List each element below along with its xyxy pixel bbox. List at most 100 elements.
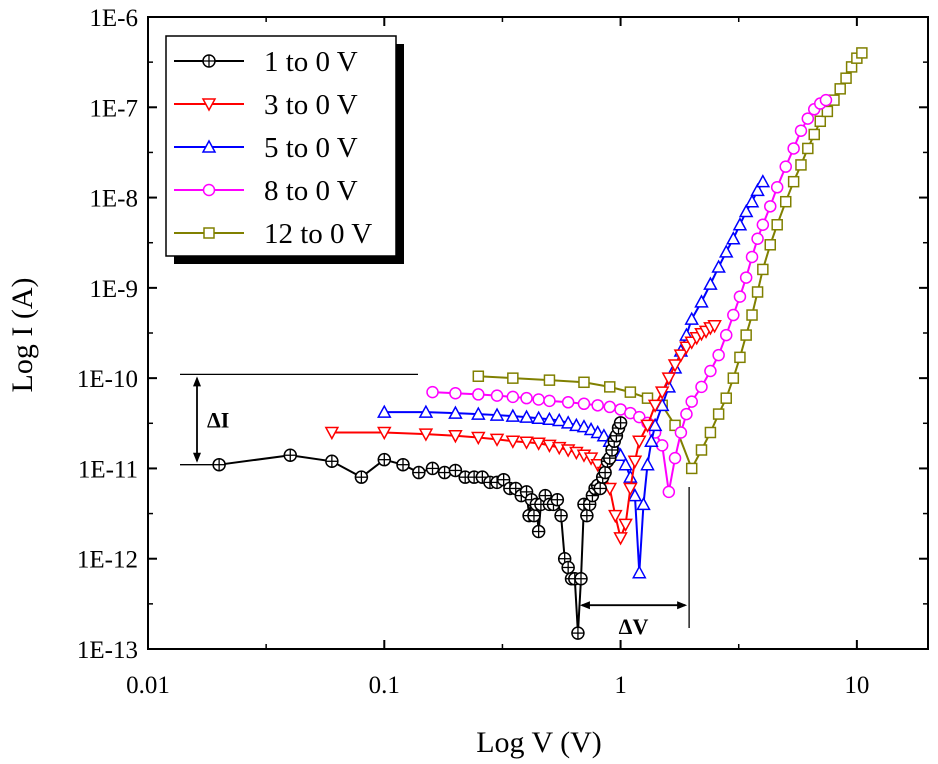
legend-item: 12 to 0 V [174, 218, 372, 250]
marker-triangle-up [489, 407, 505, 421]
data-point [418, 404, 434, 418]
data-point [471, 406, 486, 420]
marker-triangle-up [732, 217, 748, 231]
data-point [554, 508, 568, 523]
marker-circle [819, 93, 833, 107]
data-point [707, 320, 722, 334]
data-point [795, 159, 807, 171]
marker-square [764, 239, 777, 251]
data-point [593, 481, 607, 496]
marker-square [771, 219, 783, 231]
data-point [640, 457, 655, 471]
data-point [542, 439, 557, 453]
data-point [734, 351, 746, 364]
data-point [673, 349, 689, 363]
data-point [757, 263, 769, 276]
y-tick-label: 1E-6 [89, 5, 138, 32]
marker-triangle-up [618, 457, 633, 471]
legend-label: 5 to 0 V [264, 132, 358, 164]
marker-triangle-up [694, 294, 709, 308]
marker-circle [779, 160, 792, 173]
data-point [426, 385, 439, 399]
marker-circle [739, 271, 753, 284]
y-tick-label: 1E-7 [89, 95, 138, 122]
marker-triangle-up [596, 428, 612, 442]
marker-circle [561, 396, 575, 409]
marker-square [779, 195, 792, 208]
data-point [779, 160, 792, 173]
marker-square [720, 392, 732, 404]
y-tick-label: 1E-13 [77, 637, 138, 664]
data-point [647, 399, 663, 413]
data-point [623, 469, 638, 483]
marker-triangle-down [613, 532, 628, 546]
legend-item: 1 to 0 V [174, 46, 358, 78]
data-point [694, 294, 709, 308]
data-point [531, 524, 546, 539]
marker-circle [591, 399, 604, 412]
data-point [613, 532, 628, 546]
x-tick-label: 1 [614, 672, 627, 699]
marker-triangle-down [324, 426, 340, 441]
data-point [449, 387, 462, 400]
marker-triangle-down [590, 458, 605, 473]
data-point [703, 276, 718, 290]
data-point [551, 412, 567, 427]
data-point [472, 388, 485, 401]
marker-circle [770, 181, 784, 194]
data-point [596, 428, 612, 442]
data-point [819, 93, 833, 107]
marker-circle [655, 439, 669, 452]
series-12-to-0-V [472, 47, 868, 475]
data-point [623, 482, 638, 497]
data-point [532, 393, 545, 406]
y-tick-label: 1E-12 [77, 547, 138, 574]
marker-triangle-up [703, 276, 718, 290]
legend-item: 3 to 0 V [174, 89, 358, 121]
data-point [520, 391, 533, 405]
data-point [654, 386, 670, 400]
data-point [771, 219, 783, 231]
data-point [787, 142, 800, 155]
delta-v-label: ΔV [619, 614, 649, 639]
legend-marker [203, 227, 215, 239]
legend-marker [202, 183, 216, 197]
marker-square [802, 142, 814, 155]
marker-circle [506, 390, 520, 404]
data-point [471, 431, 486, 446]
marker-square [685, 462, 698, 475]
marker-triangle-down [707, 320, 722, 334]
data-point [505, 435, 521, 449]
data-point [802, 142, 814, 155]
legend-label: 12 to 0 V [264, 218, 372, 250]
data-point [624, 386, 637, 398]
marker-triangle-down [505, 435, 521, 449]
marker-square [808, 128, 820, 141]
data-point [755, 174, 771, 188]
marker-square [472, 370, 485, 382]
marker-circle [801, 112, 815, 125]
data-point [604, 381, 616, 393]
data-point [377, 404, 392, 418]
data-point [396, 457, 410, 472]
data-point [325, 454, 339, 469]
data-point [583, 452, 599, 466]
marker-triangle-up [632, 565, 647, 579]
marker-triangle-up [560, 415, 576, 429]
data-point [704, 426, 717, 439]
data-point [746, 309, 758, 321]
data-point [519, 436, 534, 450]
data-point [580, 508, 594, 523]
marker-triangle-up [750, 182, 765, 197]
data-point [632, 565, 647, 579]
series-3-to-0-V [324, 320, 722, 546]
data-point [576, 419, 592, 433]
data-point [641, 392, 654, 404]
marker-triangle-down [667, 359, 683, 373]
marker-triangle-down [519, 436, 534, 450]
marker-square [704, 426, 717, 439]
data-point [324, 426, 340, 441]
x-axis-title: Log V (V) [476, 726, 602, 759]
